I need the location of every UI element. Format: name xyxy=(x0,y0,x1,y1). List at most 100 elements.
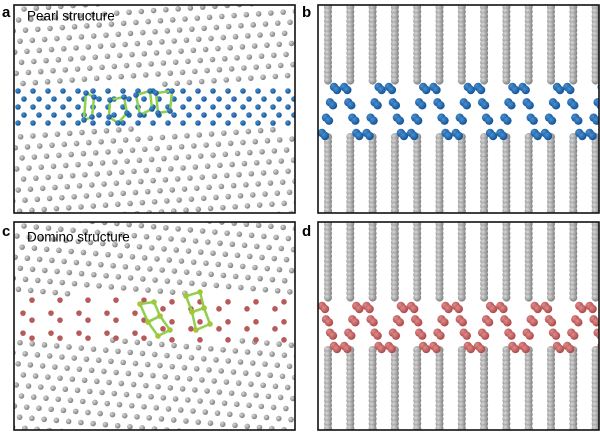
atom xyxy=(78,270,85,277)
atom xyxy=(29,37,36,44)
atom xyxy=(33,175,39,181)
atom xyxy=(157,288,164,294)
atom xyxy=(228,390,235,396)
atom xyxy=(267,372,274,379)
atom xyxy=(29,297,35,303)
atom xyxy=(200,195,207,202)
atom xyxy=(31,154,38,160)
atom xyxy=(118,380,125,387)
atom xyxy=(111,390,118,397)
atom xyxy=(248,232,255,239)
atom xyxy=(206,14,213,21)
atom xyxy=(33,5,40,11)
atom xyxy=(64,365,70,371)
atom xyxy=(285,235,292,242)
atom xyxy=(297,72,303,78)
atom xyxy=(115,31,122,38)
atom xyxy=(221,400,228,406)
atom xyxy=(390,424,399,430)
atom xyxy=(246,402,252,409)
atom xyxy=(480,331,490,340)
atom xyxy=(432,344,441,354)
atom xyxy=(57,297,63,303)
atom xyxy=(131,232,138,239)
atom xyxy=(75,104,81,110)
atom xyxy=(240,88,246,94)
atom xyxy=(435,424,444,430)
atom xyxy=(288,416,294,423)
atom xyxy=(66,344,72,350)
atom xyxy=(220,34,227,41)
atom xyxy=(36,143,43,149)
atom xyxy=(46,195,53,202)
atom xyxy=(343,344,352,354)
atom xyxy=(150,177,156,184)
atom xyxy=(248,381,254,387)
atom xyxy=(8,371,14,377)
atom xyxy=(141,403,147,410)
atom xyxy=(50,163,57,170)
atom xyxy=(168,236,174,242)
atom xyxy=(57,317,63,323)
atom xyxy=(14,254,18,260)
atom xyxy=(234,150,241,157)
atom xyxy=(115,348,121,355)
atom xyxy=(160,394,167,401)
atom xyxy=(139,425,145,430)
atom xyxy=(163,6,169,13)
atom xyxy=(225,23,232,30)
atom xyxy=(218,368,225,374)
atom xyxy=(202,46,209,53)
atom xyxy=(86,65,93,71)
atom xyxy=(54,131,61,137)
atom xyxy=(253,319,259,325)
atom xyxy=(63,237,69,244)
atom xyxy=(281,30,288,37)
atom xyxy=(97,43,104,49)
atom xyxy=(16,414,23,420)
atom xyxy=(202,409,209,415)
atom xyxy=(242,370,249,376)
atom xyxy=(387,344,397,354)
atom xyxy=(212,229,218,235)
atom xyxy=(286,189,293,196)
atom xyxy=(127,423,133,430)
atom xyxy=(207,321,213,327)
atom xyxy=(41,416,47,423)
atom xyxy=(143,382,149,389)
atom xyxy=(145,319,151,325)
atom xyxy=(246,54,253,60)
atom xyxy=(88,367,95,374)
atom xyxy=(279,373,286,380)
atom xyxy=(225,319,231,325)
atom xyxy=(204,239,211,245)
atom xyxy=(284,72,291,79)
atom xyxy=(176,197,182,203)
atom xyxy=(212,5,218,10)
atom xyxy=(347,331,356,340)
atom xyxy=(94,229,101,236)
atom xyxy=(488,131,498,141)
atom xyxy=(129,147,136,153)
atom xyxy=(174,176,181,182)
atom xyxy=(98,138,104,145)
atom xyxy=(274,362,281,369)
atom xyxy=(137,301,143,307)
atom xyxy=(136,61,142,68)
atom xyxy=(25,69,32,76)
atom xyxy=(499,131,508,141)
atom xyxy=(109,411,116,418)
atom xyxy=(145,287,151,293)
atom xyxy=(73,45,79,51)
atom xyxy=(196,270,202,277)
atom xyxy=(16,208,23,213)
atom xyxy=(43,57,49,64)
atom xyxy=(225,299,231,305)
atom xyxy=(187,5,194,11)
atom xyxy=(249,192,256,198)
atom xyxy=(45,225,52,231)
atom xyxy=(227,262,234,269)
atom xyxy=(288,267,295,274)
atom xyxy=(226,411,233,418)
atom xyxy=(196,132,203,138)
